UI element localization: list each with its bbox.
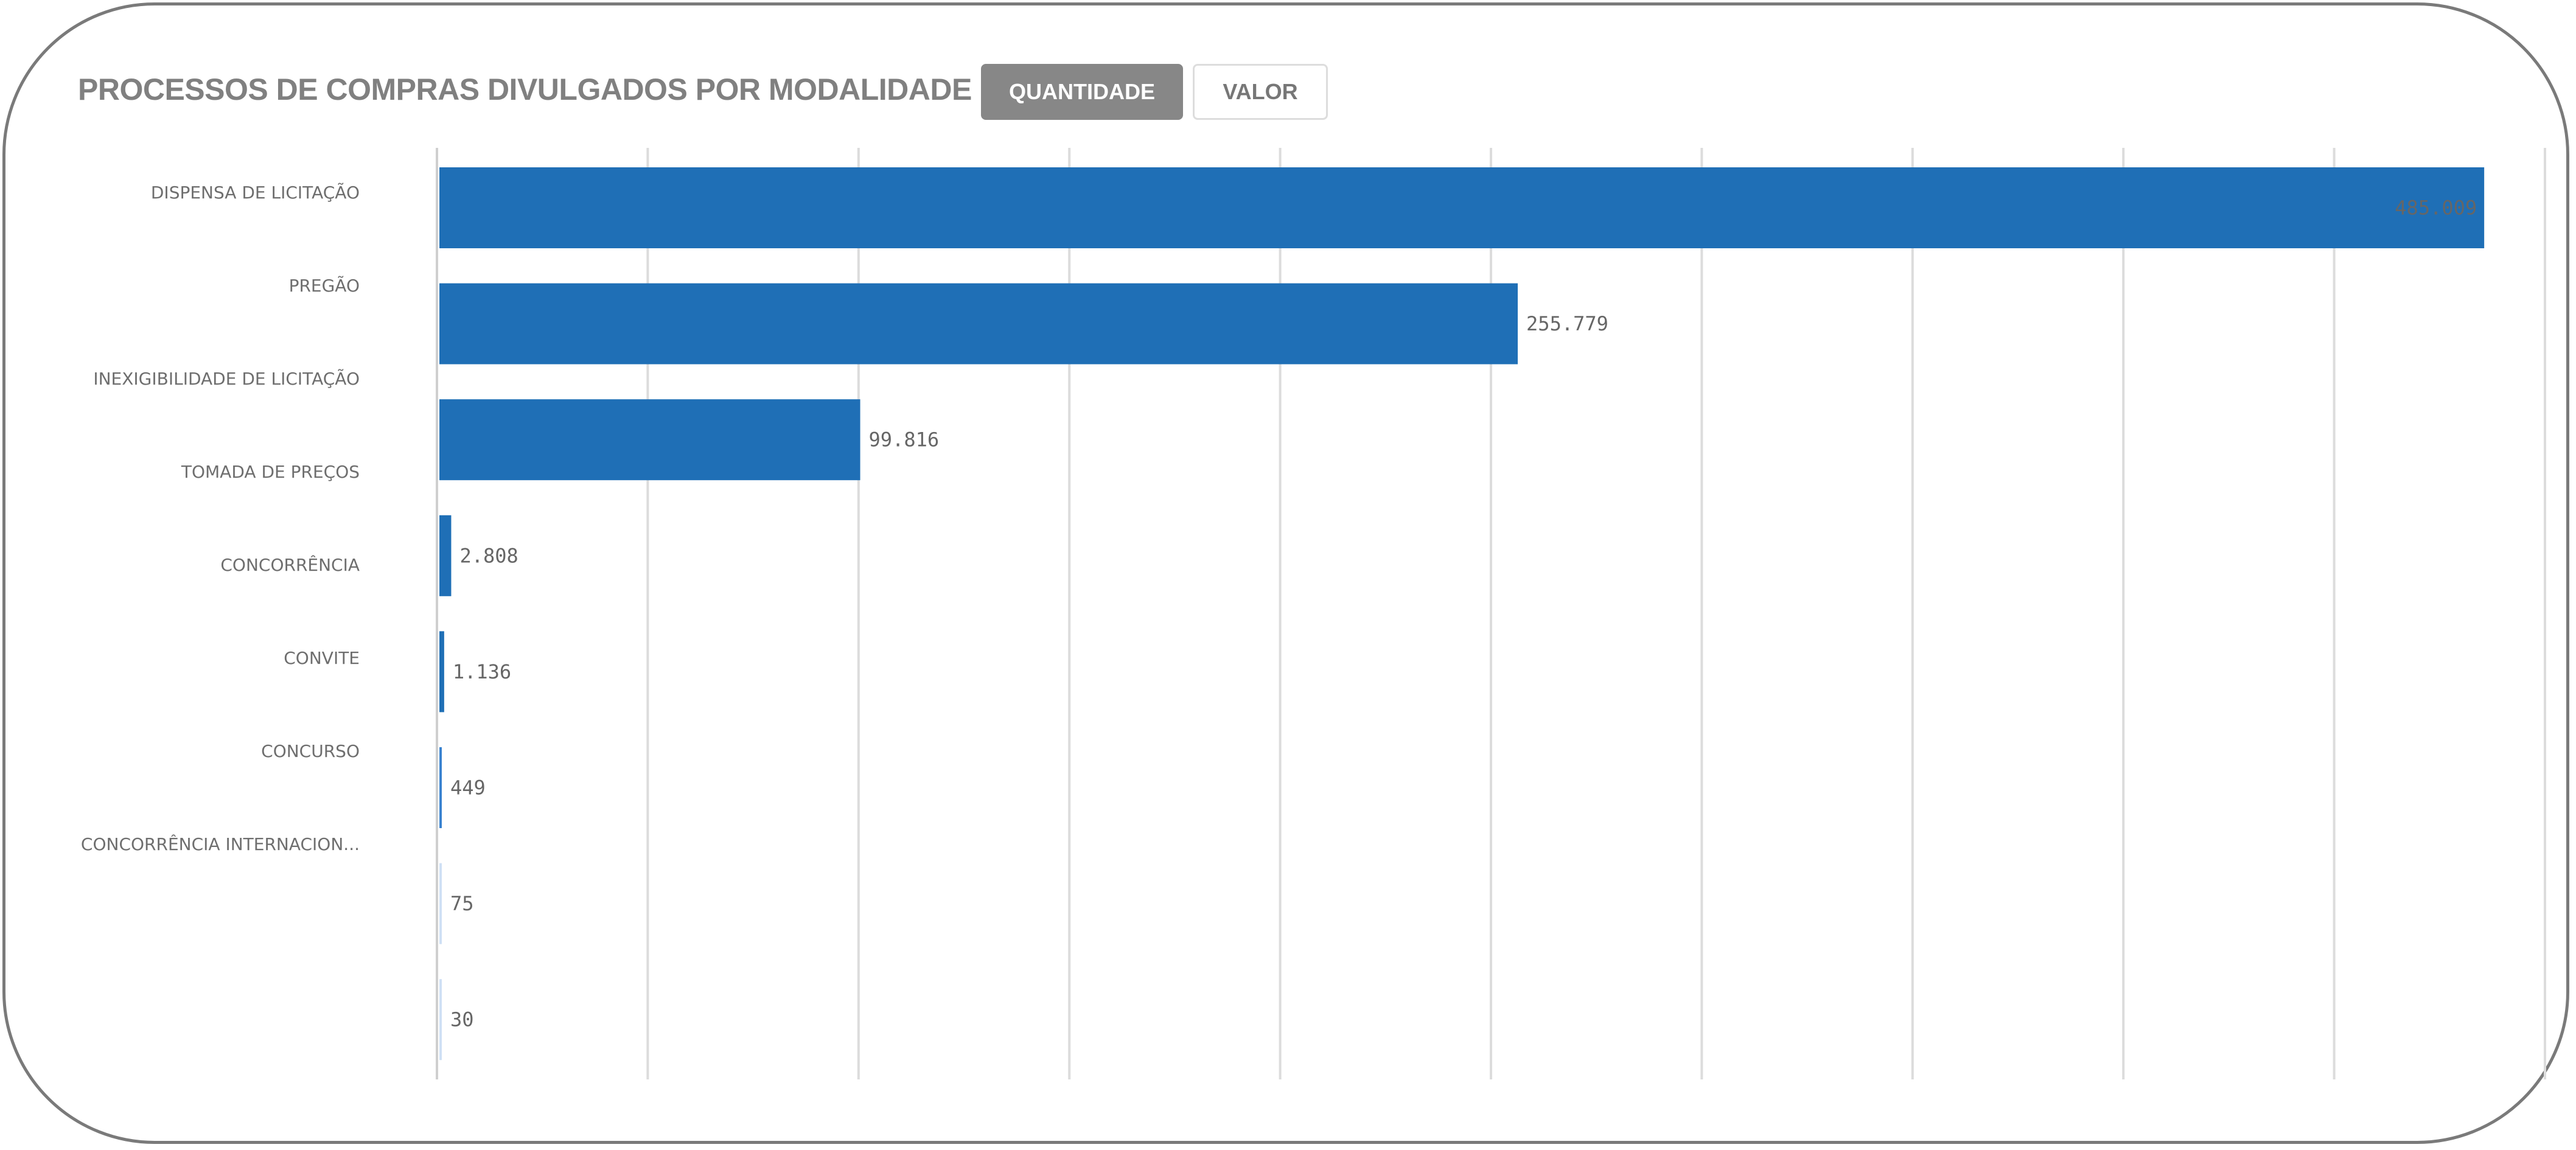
category-label: CONCURSO — [261, 741, 360, 761]
bar — [439, 863, 442, 944]
category-label: CONCORRÊNCIA — [220, 554, 360, 575]
category-label: CONVITE — [284, 648, 360, 668]
value-label: 30 — [450, 1008, 474, 1031]
category-label: PREGÃO — [289, 276, 360, 296]
value-label: 449 — [450, 776, 486, 800]
value-label: 99.816 — [869, 428, 940, 451]
category-label: CONCORRÊNCIA INTERNACION... — [81, 834, 360, 854]
value-label: 255.779 — [1526, 312, 1608, 335]
category-label: INEXIGIBILIDADE DE LICITAÇÃO — [93, 369, 360, 389]
value-label: 485.009 — [2395, 197, 2477, 220]
bar — [439, 283, 1518, 364]
bar — [439, 167, 2485, 248]
bar — [439, 979, 442, 1061]
value-label: 1.136 — [453, 660, 511, 683]
value-label: 2.808 — [459, 544, 518, 567]
category-label: TOMADA DE PREÇOS — [181, 462, 360, 482]
bar — [439, 399, 860, 481]
chart-title: PROCESSOS DE COMPRAS DIVULGADOS POR MODA… — [78, 72, 972, 106]
category-label: DISPENSA DE LICITAÇÃO — [151, 183, 360, 203]
value-label: 75 — [450, 892, 474, 915]
bar — [439, 631, 444, 713]
bar — [439, 747, 442, 828]
bar — [439, 515, 452, 596]
valor-button[interactable]: VALOR — [1193, 64, 1328, 120]
quantidade-button[interactable]: QUANTIDADE — [981, 64, 1183, 120]
